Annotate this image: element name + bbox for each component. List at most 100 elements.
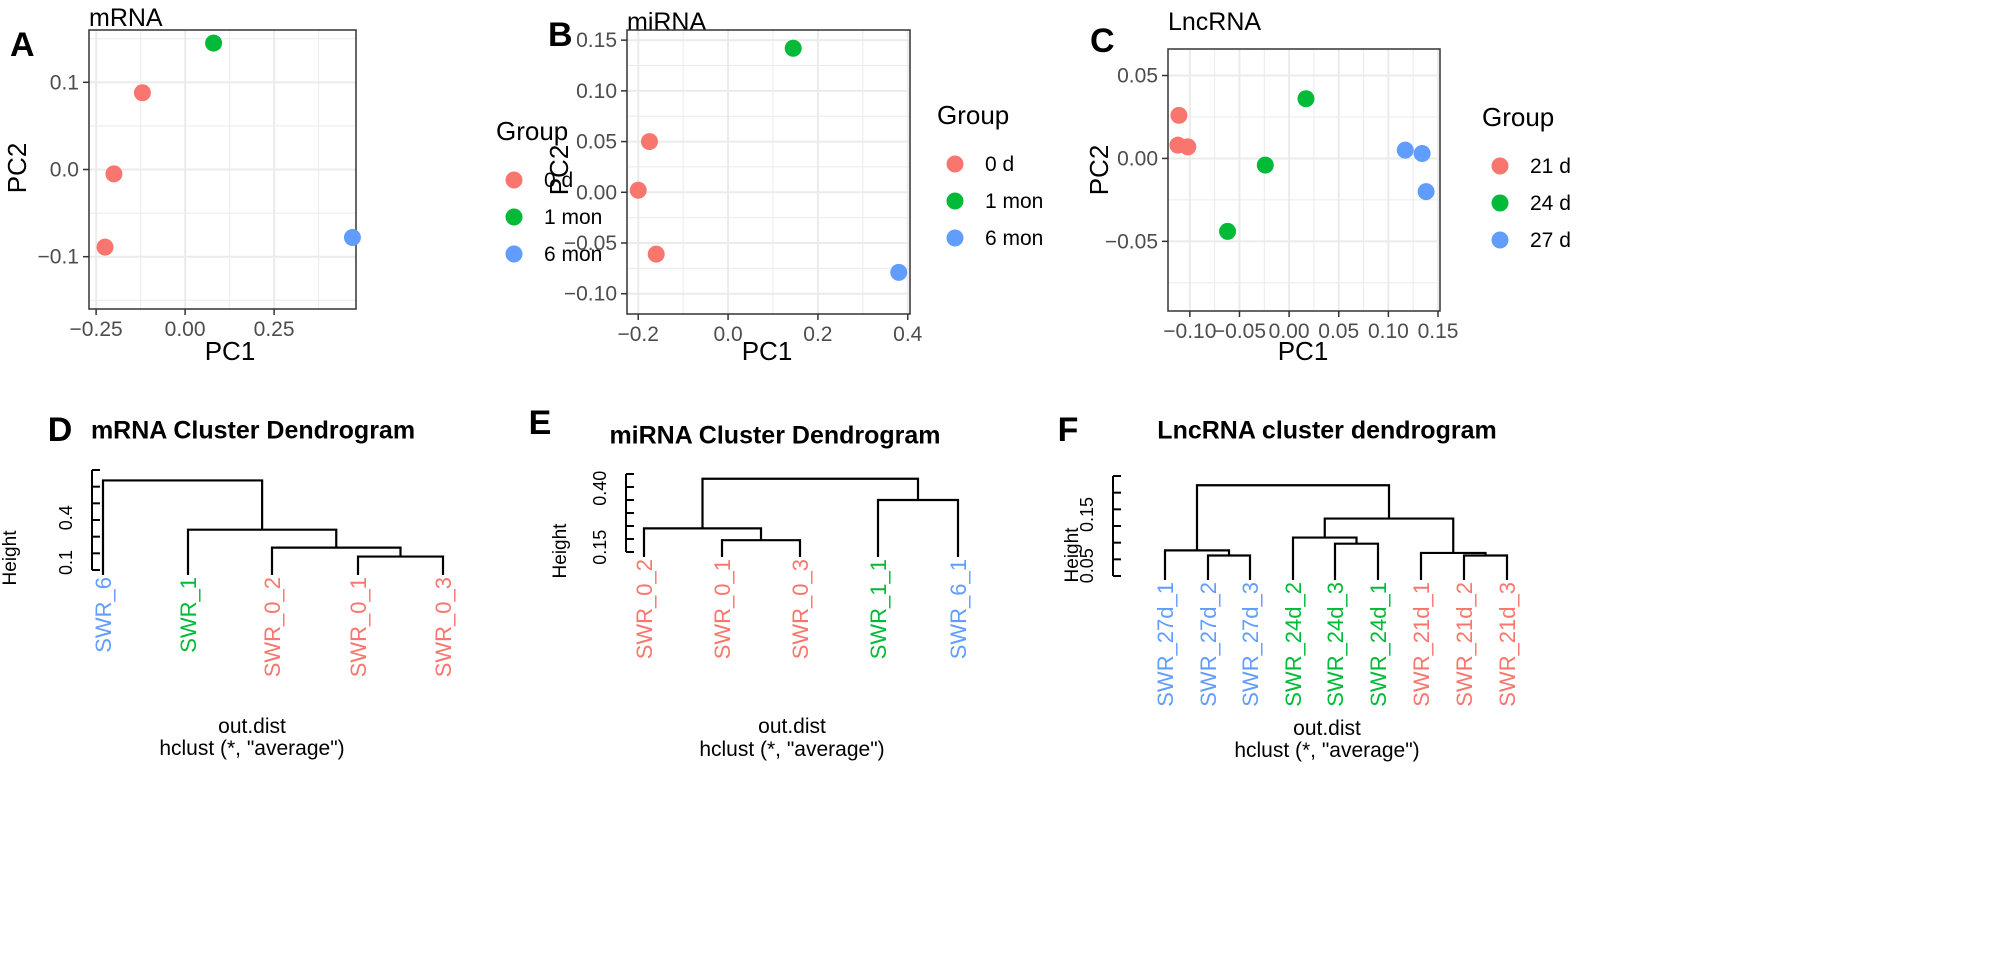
leaf-label: SWR_24d_2 xyxy=(1281,582,1306,707)
footer-distance: out.dist xyxy=(1293,717,1361,740)
legend-label: 21 d xyxy=(1530,155,1571,178)
legend-key xyxy=(946,155,964,173)
data-point xyxy=(890,263,908,281)
legend-label: 0 d xyxy=(985,153,1014,176)
dendrogram-branch xyxy=(101,479,264,575)
leaf-label: SWR_27d_1 xyxy=(1153,582,1178,707)
dendrogram-branch xyxy=(270,546,402,575)
y-tick-label: 0.00 xyxy=(1117,147,1158,170)
data-point xyxy=(205,34,223,52)
footer-distance: out.dist xyxy=(758,715,826,738)
panel-letter: A xyxy=(10,26,35,64)
y-tick-label: 0.1 xyxy=(50,71,79,94)
dendrogram-branch xyxy=(720,539,802,557)
data-point xyxy=(1396,141,1414,159)
data-point xyxy=(640,133,658,151)
data-point xyxy=(1417,183,1435,201)
x-tick-label: −0.25 xyxy=(70,318,123,341)
legend-label: 1 mon xyxy=(544,206,602,229)
leaf-label: SWR_27d_2 xyxy=(1196,582,1221,707)
x-tick-label: 0.05 xyxy=(1318,320,1359,343)
dendrogram-branch xyxy=(1163,549,1231,580)
leaf-label: SWR_1_1 xyxy=(866,559,891,659)
footer-method: hclust (*, "average") xyxy=(159,737,344,760)
x-axis-label: PC1 xyxy=(1278,336,1329,366)
scatter-panel-C: C LncRNA−0.10−0.05 0.00 0.05 0.10 0.15−0.050.… xyxy=(1084,8,1571,366)
legend-label: 6 mon xyxy=(544,243,602,266)
legend-label: 1 mon xyxy=(985,190,1043,213)
panel-border xyxy=(1167,48,1441,312)
x-tick-label: 0.25 xyxy=(254,318,295,341)
data-point xyxy=(1297,90,1315,108)
y-axis-label: Height xyxy=(550,523,571,579)
y-tick-label: −0.05 xyxy=(1105,230,1158,253)
leaf-label: SWR_1 xyxy=(176,577,201,653)
legend-key xyxy=(505,245,523,263)
dendrogram-title: LncRNA cluster dendrogram xyxy=(1157,417,1496,445)
leaf-label: SWR_24d_3 xyxy=(1323,582,1348,707)
x-tick-label: 0.00 xyxy=(165,318,206,341)
legend-key xyxy=(1491,194,1509,212)
legend-label: 27 d xyxy=(1530,229,1571,252)
plot-title: miRNA xyxy=(627,8,706,36)
x-tick-label: −0.2 xyxy=(617,323,658,346)
legend-title: Group xyxy=(496,116,568,146)
y-axis-label: PC2 xyxy=(544,145,574,196)
legend-key xyxy=(1491,231,1509,249)
legend-key xyxy=(1491,157,1509,175)
panel-letter: B xyxy=(548,16,573,54)
leaf-label: SWR_0_1 xyxy=(710,559,735,659)
leaf-label: SWR_21d_3 xyxy=(1495,582,1520,707)
leaf-label: SWR_0_3 xyxy=(788,559,813,659)
x-axis-label: PC1 xyxy=(742,336,793,366)
leaf-label: SWR_6 xyxy=(91,577,116,653)
leaf-label: SWR_21d_1 xyxy=(1409,582,1434,707)
x-tick-label: 0.15 xyxy=(1418,320,1459,343)
leaf-label: SWR_0_2 xyxy=(632,559,657,659)
y-tick-label: 0.15 xyxy=(590,530,610,565)
x-tick-label: 0.00 xyxy=(1269,320,1310,343)
dendrogram-branch xyxy=(1195,484,1391,551)
y-tick-label: −0.1 xyxy=(38,246,79,269)
legend-label: 6 mon xyxy=(985,227,1043,250)
legend-key xyxy=(946,192,964,210)
leaf-label: SWR_0_1 xyxy=(346,577,371,677)
x-tick-label: 0.0 xyxy=(713,323,742,346)
data-point xyxy=(1170,106,1188,124)
legend-key xyxy=(505,171,523,189)
data-point xyxy=(1219,222,1237,240)
leaf-label: SWR_27d_3 xyxy=(1238,582,1263,707)
footer-method: hclust (*, "average") xyxy=(1234,739,1419,762)
data-point xyxy=(1179,138,1197,156)
data-point xyxy=(784,39,802,57)
x-tick-label: −0.10 xyxy=(1163,320,1216,343)
y-axis-label: PC2 xyxy=(1084,145,1114,196)
data-point xyxy=(96,238,114,256)
dendrogram-panel-F: F LncRNA cluster dendrogram 0.05 0.15Height… xyxy=(1058,411,1520,762)
x-tick-label: 0.4 xyxy=(893,323,923,346)
data-point xyxy=(647,245,665,263)
legend-label: 24 d xyxy=(1530,192,1571,215)
plot-title: mRNA xyxy=(89,4,163,32)
footer-distance: out.dist xyxy=(218,715,286,738)
leaf-label: SWR_24d_1 xyxy=(1366,582,1391,707)
data-point xyxy=(133,84,151,102)
dendrogram-branch xyxy=(642,527,763,557)
panel-letter: F xyxy=(1058,411,1079,449)
leaf-label: SWR_21d_2 xyxy=(1452,582,1477,707)
y-tick-label: 0.00 xyxy=(576,181,617,204)
dendrogram-title: miRNA Cluster Dendrogram xyxy=(609,422,940,450)
data-point xyxy=(343,229,361,247)
data-point xyxy=(1413,144,1431,162)
x-axis-label: PC1 xyxy=(205,336,256,366)
panel-letter: E xyxy=(529,404,552,442)
x-tick-label: −0.05 xyxy=(1213,320,1266,343)
y-axis-label: Height xyxy=(1062,527,1083,583)
y-tick-label: 0.1 xyxy=(56,550,76,575)
data-point xyxy=(629,181,647,199)
leaf-label: SWR_0_2 xyxy=(260,577,285,677)
y-tick-label: 0.15 xyxy=(1077,497,1097,532)
y-tick-label: 0.4 xyxy=(56,505,76,530)
